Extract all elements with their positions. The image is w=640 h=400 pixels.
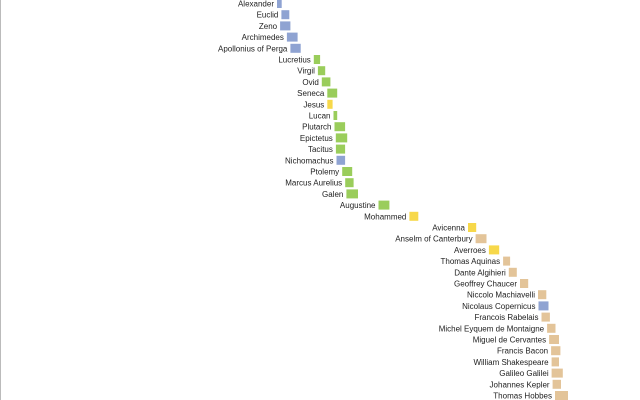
timeline-label: Seneca xyxy=(297,89,325,98)
timeline-bar xyxy=(281,10,290,20)
timeline-label: Tacitus xyxy=(308,145,333,154)
timeline-label: Archimedes xyxy=(242,33,284,42)
timeline-labels: Alexander Euclid Zeno Archimedes Apollonius … xyxy=(218,0,552,400)
timeline-bar xyxy=(290,43,301,53)
timeline-label: Niccolo Machiavelli xyxy=(467,291,535,300)
timeline-bar xyxy=(317,66,326,76)
timeline-bar xyxy=(551,368,563,378)
timeline-label: William Shakespeare xyxy=(473,358,549,367)
timeline-label: Epictetus xyxy=(300,134,333,143)
timeline-label: Thomas Hobbes xyxy=(493,392,552,400)
timeline-label: Zeno xyxy=(259,22,278,31)
timeline-bar xyxy=(342,167,353,176)
timeline-bar xyxy=(551,357,559,367)
timeline-label: Jesus xyxy=(303,100,324,109)
timeline-label: Galen xyxy=(322,190,343,199)
timeline-bar xyxy=(552,379,561,389)
timeline-label: Geoffrey Chaucer xyxy=(454,280,517,289)
timeline-label: Marcus Aurelius xyxy=(285,179,342,188)
timeline-bar xyxy=(549,335,559,344)
timeline-bar xyxy=(335,144,346,154)
timeline-label: Avicenna xyxy=(432,224,465,233)
timeline-bar xyxy=(541,312,550,322)
timeline-bars xyxy=(277,0,568,400)
timeline-bar xyxy=(335,133,348,143)
timeline-label: Augustine xyxy=(340,201,376,210)
timeline-bar xyxy=(346,189,358,199)
timeline-label: Anselm of Canterbury xyxy=(395,235,472,244)
timeline-label: Apollonius of Perga xyxy=(218,44,288,53)
timeline-label: Miguel de Cervantes xyxy=(473,336,546,345)
timeline-bar xyxy=(468,223,477,232)
timeline-bar xyxy=(547,323,556,333)
timeline-bar xyxy=(538,301,549,311)
timeline-bar xyxy=(333,111,338,120)
timeline-bar xyxy=(345,178,354,188)
timeline-bar xyxy=(286,32,298,42)
timeline-label: Galileo Galilei xyxy=(499,369,549,378)
timeline-label: Mohammed xyxy=(364,212,406,221)
timeline-bar xyxy=(508,267,517,277)
timeline-label: Francis Bacon xyxy=(497,347,548,356)
timeline-label: Michel Eyquem de Montaigne xyxy=(439,324,545,333)
timeline-label: Nicolaus Copernicus xyxy=(462,302,535,311)
timeline-bar xyxy=(327,88,338,98)
timeline-bar xyxy=(336,155,346,165)
timeline-label: Alexander xyxy=(238,0,274,9)
timeline-bar xyxy=(277,0,282,8)
timeline-bar xyxy=(321,77,331,87)
timeline-bar xyxy=(409,211,419,221)
timeline-label: Lucan xyxy=(309,112,331,121)
timeline-bar xyxy=(378,200,390,210)
timeline-label: Ovid xyxy=(302,78,318,87)
timeline-label: Averroes xyxy=(454,246,486,255)
timeline-label: Virgil xyxy=(297,67,315,76)
timeline-bar xyxy=(313,55,321,64)
timeline-bar xyxy=(475,234,487,244)
timeline-bar xyxy=(555,391,568,400)
timeline-label: Euclid xyxy=(257,11,279,20)
timeline-bar xyxy=(334,122,346,132)
timeline-label: Francois Rabelais xyxy=(474,313,538,322)
timeline-label: Thomas Aquinas xyxy=(441,257,501,266)
timeline-bar xyxy=(503,256,511,266)
timeline-bar xyxy=(520,279,529,288)
timeline-bar xyxy=(551,346,561,356)
timeline-bar xyxy=(488,245,500,255)
timeline-label: Nichomachus xyxy=(285,156,333,165)
timeline-label: Lucretius xyxy=(278,56,310,65)
timeline-label: Johannes Kepler xyxy=(490,380,550,389)
timeline-bar xyxy=(327,99,333,109)
timeline-label: Ptolemy xyxy=(310,168,339,177)
timeline-label: Plutarch xyxy=(302,123,331,132)
timeline-bar xyxy=(280,21,291,31)
timeline-label: Dante Algihieri xyxy=(454,268,506,277)
timeline-bar xyxy=(538,290,547,300)
